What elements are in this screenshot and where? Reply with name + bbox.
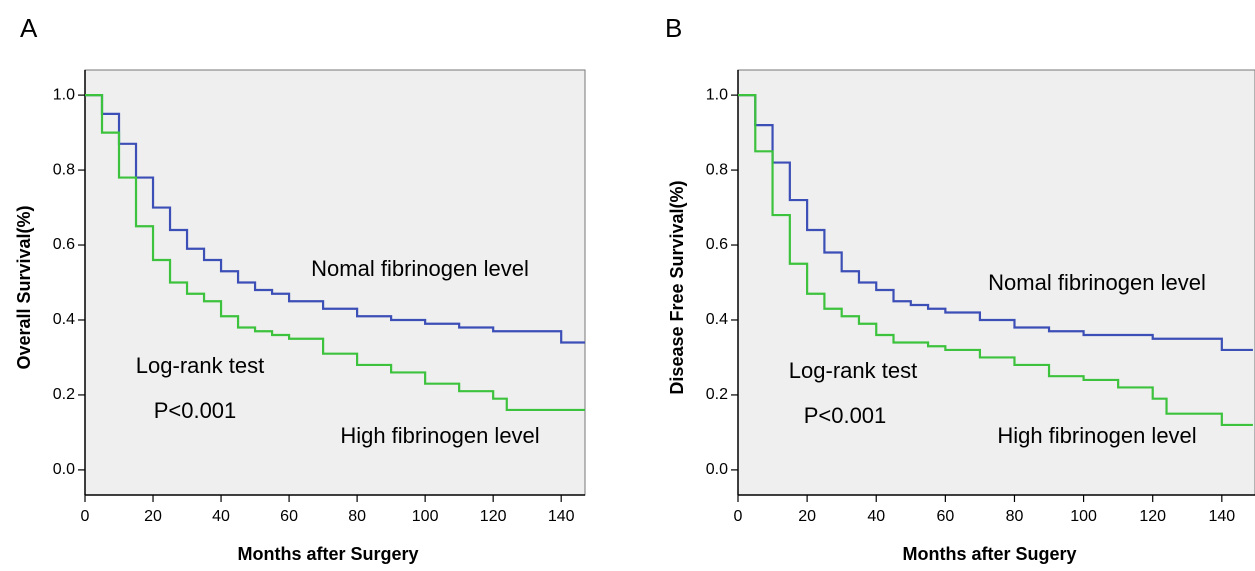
plot-area xyxy=(737,69,1255,496)
y-tick-label: 0.4 xyxy=(706,311,728,328)
annotation: High fibrinogen level xyxy=(997,423,1196,448)
x-tick-label: 120 xyxy=(480,508,507,525)
x-tick-label: 60 xyxy=(280,508,298,525)
annotation: Nomal fibrinogen level xyxy=(311,256,529,281)
y-axis-title: Disease Free Survival(%) xyxy=(667,180,687,394)
annotation: High fibrinogen level xyxy=(340,423,539,448)
x-tick-label: 100 xyxy=(412,508,439,525)
annotation: Nomal fibrinogen level xyxy=(988,270,1206,295)
y-tick-label: 0.8 xyxy=(706,161,728,178)
y-tick-label: 0.4 xyxy=(53,311,75,328)
y-tick-label: 0.0 xyxy=(706,461,728,478)
x-tick-label: 20 xyxy=(144,508,162,525)
x-tick-label: 60 xyxy=(936,508,954,525)
x-tick-label: 40 xyxy=(867,508,885,525)
x-tick-label: 140 xyxy=(548,508,575,525)
annotation: P<0.001 xyxy=(804,403,887,428)
panel-label: A xyxy=(20,13,38,43)
x-tick-label: 0 xyxy=(81,508,90,525)
survival-curve xyxy=(85,94,585,344)
survival-curve xyxy=(85,94,585,412)
x-tick-label: 0 xyxy=(734,508,743,525)
plot-area xyxy=(84,69,586,496)
y-tick-label: 1.0 xyxy=(53,86,75,103)
y-tick-label: 0.6 xyxy=(53,236,75,253)
y-tick-label: 0.2 xyxy=(706,386,728,403)
x-tick-label: 140 xyxy=(1208,508,1235,525)
annotation: P<0.001 xyxy=(154,398,237,423)
y-tick-label: 0.8 xyxy=(53,161,75,178)
x-axis-title: Months after Sugery xyxy=(902,544,1076,564)
y-tick-label: 0.6 xyxy=(706,236,728,253)
x-tick-label: 40 xyxy=(212,508,230,525)
panel-label: B xyxy=(665,13,682,43)
annotation: Log-rank test xyxy=(136,353,264,378)
y-tick-label: 1.0 xyxy=(706,86,728,103)
y-tick-label: 0.0 xyxy=(53,461,75,478)
x-tick-label: 100 xyxy=(1070,508,1097,525)
x-tick-label: 20 xyxy=(798,508,816,525)
survival-curve xyxy=(738,94,1253,427)
annotation: Log-rank test xyxy=(789,358,917,383)
x-axis-title: Months after Surgery xyxy=(237,544,418,564)
y-tick-label: 0.2 xyxy=(53,386,75,403)
x-tick-label: 80 xyxy=(1006,508,1024,525)
survival-curve xyxy=(738,94,1253,352)
y-axis-title: Overall Survival(%) xyxy=(14,205,34,369)
x-tick-label: 120 xyxy=(1139,508,1166,525)
x-tick-label: 80 xyxy=(348,508,366,525)
